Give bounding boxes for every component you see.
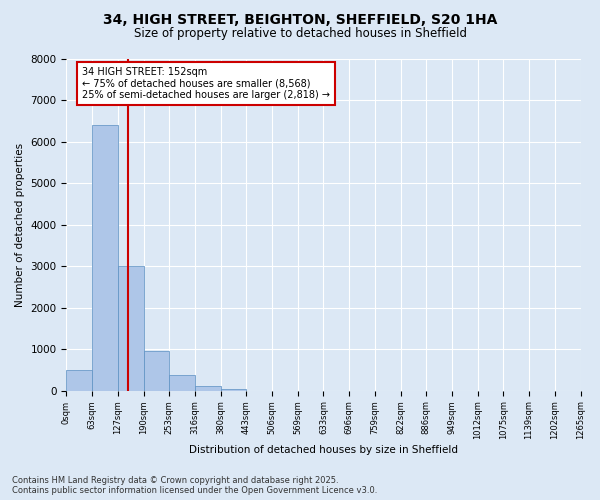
- Bar: [143, 352, 169, 391]
- X-axis label: Distribution of detached houses by size in Sheffield: Distribution of detached houses by size …: [189, 445, 458, 455]
- Bar: [118, 266, 143, 390]
- Bar: [92, 126, 118, 390]
- Y-axis label: Number of detached properties: Number of detached properties: [15, 143, 25, 307]
- Bar: [169, 375, 195, 390]
- Bar: [67, 370, 92, 390]
- Text: Contains HM Land Registry data © Crown copyright and database right 2025.
Contai: Contains HM Land Registry data © Crown c…: [12, 476, 377, 495]
- Text: Size of property relative to detached houses in Sheffield: Size of property relative to detached ho…: [133, 28, 467, 40]
- Bar: [195, 386, 221, 390]
- Text: 34 HIGH STREET: 152sqm
← 75% of detached houses are smaller (8,568)
25% of semi-: 34 HIGH STREET: 152sqm ← 75% of detached…: [82, 68, 330, 100]
- Text: 34, HIGH STREET, BEIGHTON, SHEFFIELD, S20 1HA: 34, HIGH STREET, BEIGHTON, SHEFFIELD, S2…: [103, 12, 497, 26]
